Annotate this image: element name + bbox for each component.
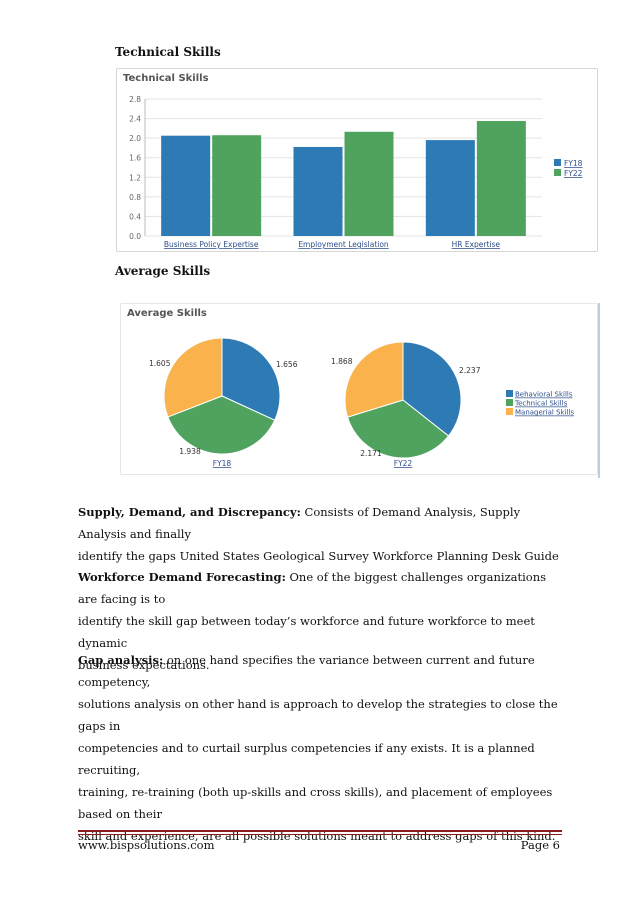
y-tick-label: 0.4	[129, 212, 141, 221]
paragraph-text: training, re-training (both up-skills an…	[78, 785, 553, 821]
y-tick-label: 1.6	[129, 154, 141, 163]
x-tick-label: HR Expertise	[452, 240, 501, 249]
bar-fy22	[344, 131, 394, 236]
legend-label: Managerial Skills	[515, 409, 574, 417]
paragraph-text: Consists of Demand Analysis, Supply Anal…	[78, 505, 521, 541]
footer-rule	[78, 834, 562, 835]
pie-data-label: 1.938	[179, 447, 201, 456]
paragraph-text: skill and experience, are all possible s…	[78, 829, 556, 843]
x-tick-label: Business Policy Expertise	[164, 240, 259, 249]
pie-data-label: 2.237	[459, 366, 481, 375]
y-tick-label: 2.8	[129, 95, 141, 104]
legend-swatch	[506, 408, 513, 415]
legend-label: FY18	[564, 159, 583, 168]
paragraph-demand-forecasting: Workforce Demand Forecasting: One of the…	[78, 566, 568, 676]
x-tick-label: Employment Legislation	[298, 240, 389, 249]
paragraph-text: identify the gaps United States Geologic…	[78, 549, 559, 563]
y-tick-label: 2.4	[129, 115, 141, 124]
paragraph-gap-analysis: Gap analysis: on one hand specifies the …	[78, 649, 568, 847]
average-chart-title: Average Skills	[127, 308, 207, 319]
paragraph-text: on one hand specifies the variance betwe…	[78, 653, 535, 689]
paragraph-text: business expectations.	[78, 658, 210, 672]
paragraph-label: Workforce Demand Forecasting:	[78, 570, 286, 584]
footer-page-number: Page 6	[520, 838, 560, 852]
technical-skills-heading: Technical Skills	[115, 45, 221, 59]
paragraph-text: solutions analysis on other hand is appr…	[78, 697, 558, 733]
bar-fy18	[293, 146, 343, 236]
footer-rule	[78, 830, 562, 832]
paragraph-text: One of the biggest challenges organizati…	[78, 570, 547, 606]
legend-label: Behavioral Skills	[515, 391, 573, 399]
pie-data-label: 1.656	[276, 360, 298, 369]
pie-slice	[163, 337, 223, 418]
y-tick-label: 2.0	[129, 134, 141, 143]
legend-swatch	[506, 390, 513, 397]
y-tick-label: 1.2	[129, 173, 141, 182]
paragraph-text: competencies and to curtail surplus comp…	[78, 741, 535, 777]
pie-slice	[344, 341, 404, 418]
paragraph-supply-demand: Supply, Demand, and Discrepancy: Consist…	[78, 501, 568, 567]
pie-series-label: FY22	[394, 459, 413, 468]
average-pie-chart-svg: 1.656 1.938 1.605 FY18 2.237 2.171 1.868 FY22 Be…	[149, 337, 574, 468]
page-side-rule	[598, 303, 600, 478]
legend-swatch	[506, 399, 513, 406]
pie-slice	[346, 399, 450, 459]
legend-label: FY22	[564, 169, 583, 178]
pie-slice	[402, 341, 462, 437]
pie-data-label: 2.171	[360, 449, 382, 458]
technical-bar-chart-svg: 0.0 0.4 0.8 1.2 1.6 2.0 2.4 2.8 Business Policy …	[129, 95, 583, 249]
paragraph-label: Gap analysis:	[78, 653, 164, 667]
bar-fy18	[425, 140, 475, 236]
legend-label: Technical Skills	[514, 400, 568, 408]
pie-data-label: 1.605	[149, 359, 171, 368]
pie-slice	[221, 337, 281, 421]
technical-skills-chart: Technical Skills 0.0 0.4 0.8 1.2 1.6 2.0 2.4 2.…	[116, 68, 598, 252]
y-tick-label: 0.8	[129, 193, 141, 202]
legend-swatch	[554, 169, 561, 176]
y-tick-label: 0.0	[129, 232, 141, 241]
bar-fy22	[476, 121, 526, 236]
bar-fy22	[212, 135, 262, 236]
bar-fy18	[161, 135, 211, 236]
paragraph-text: identify the skill gap between today’s w…	[78, 614, 535, 650]
average-skills-heading: Average Skills	[115, 264, 211, 278]
average-skills-chart: Average Skills 1.656 1.938 1.605 FY18 2.237 2…	[120, 303, 598, 475]
paragraph-label: Supply, Demand, and Discrepancy:	[78, 505, 301, 519]
pie-series-label: FY18	[213, 459, 232, 468]
footer-url: www.bispsolutions.com	[78, 838, 215, 852]
technical-chart-title: Technical Skills	[123, 73, 209, 84]
pie-slice	[167, 395, 276, 455]
legend-swatch	[554, 159, 561, 166]
pie-data-label: 1.868	[331, 357, 353, 366]
